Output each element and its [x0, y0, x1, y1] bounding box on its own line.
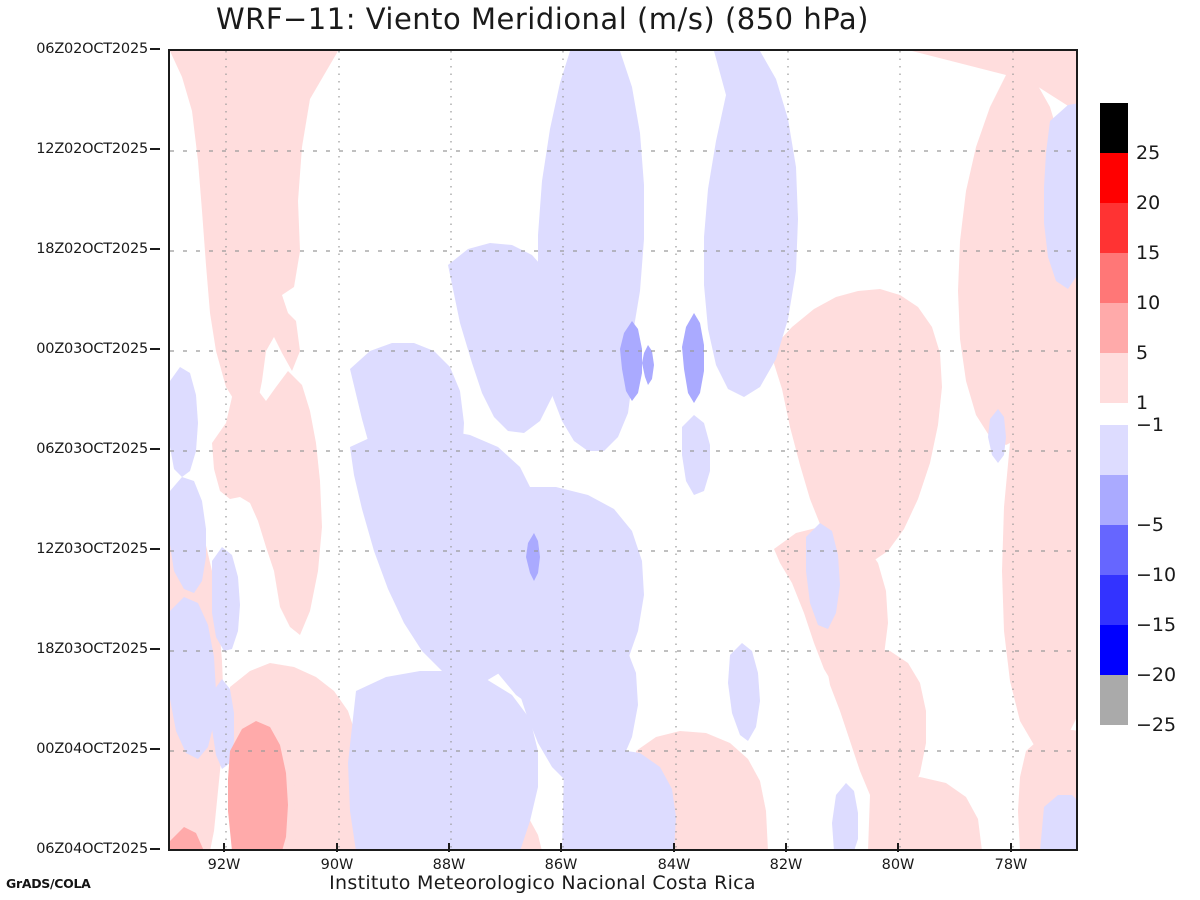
contour-band-positive-5-10 [228, 721, 288, 849]
x-axis-tick-mark [897, 843, 899, 852]
colorbar-tick-label: −15 [1136, 614, 1177, 636]
x-axis-tick-label: 80W [881, 857, 915, 873]
contour-band-negative-1-5 [170, 477, 206, 593]
contour-band-negative-1-5 [728, 643, 760, 741]
contour-band-positive-1-5 [770, 289, 942, 563]
contour-band-negative-5-10 [682, 313, 704, 403]
x-axis-tick-label: 88W [432, 857, 466, 873]
contour-band-positive-1-5 [212, 371, 322, 635]
contour-band-positive-5-10 [170, 827, 204, 849]
y-axis-tick-mark [150, 48, 160, 50]
colorbar-swatch: 20 [1100, 153, 1160, 214]
y-axis-tick-mark [150, 148, 160, 150]
colorbar-tick-label: 1 [1136, 392, 1149, 414]
contour-band-negative-1-5 [832, 783, 858, 849]
x-axis-tick-mark [448, 843, 450, 852]
plot-frame [168, 49, 1078, 851]
colorbar-tick-label: 25 [1136, 142, 1161, 164]
contour-band-negative-1-5 [704, 51, 798, 397]
grads-credit: GrADS/COLA [6, 876, 91, 891]
plot-area [168, 49, 1078, 851]
contour-band-negative-5-10 [620, 321, 642, 401]
y-axis-tick-mark [150, 448, 160, 450]
x-axis-tick-mark [223, 843, 225, 852]
contour-fill-svg [170, 51, 1076, 849]
contour-band-positive-1-5 [170, 51, 338, 411]
colorbar-swatch: 5 [1100, 303, 1148, 364]
contour-band-negative-1-5 [988, 409, 1006, 463]
colorbar-tick-label: 15 [1136, 242, 1161, 264]
contour-band-positive-1-5 [868, 777, 982, 849]
contour-band-negative-1-5 [348, 671, 538, 849]
y-axis-tick-label: 12Z02OCT2025 [36, 141, 148, 157]
colorbar-swatch: 10 [1100, 253, 1160, 314]
y-axis-tick-mark [150, 348, 160, 350]
colorbar-swatch: −1 [1100, 414, 1164, 475]
y-axis-tick-label: 06Z03OCT2025 [36, 441, 148, 457]
y-axis-tick-mark [150, 648, 160, 650]
x-axis-tick-label: 82W [769, 857, 803, 873]
x-axis-tick-label: 84W [657, 857, 691, 873]
colorbar-swatch: −15 [1100, 575, 1176, 636]
colorbar-swatch: 25 [1100, 103, 1160, 164]
colorbar-legend: 25 20 15 10 5 1 −1 −5 −10 −15 −20 −25 [1100, 103, 1176, 736]
colorbar-gap [1100, 403, 1128, 425]
contour-band-negative-1-5 [1044, 103, 1076, 289]
x-axis-tick-mark [785, 843, 787, 852]
x-axis-tick-label: 86W [544, 857, 578, 873]
institute-caption: Instituto Meteorologico Nacional Costa R… [329, 872, 756, 894]
contour-band-negative-1-5 [448, 243, 562, 433]
contour-band-negative-1-5 [170, 367, 198, 477]
contour-band-positive-1-5 [826, 647, 926, 811]
colorbar-swatch: −25 [1100, 675, 1176, 736]
contour-band-negative-1-5 [682, 415, 710, 495]
contour-band-negative-1-5 [562, 749, 676, 849]
colorbar-tick-label: −20 [1136, 664, 1177, 686]
contour-band-negative-5-10 [642, 345, 654, 385]
contour-band-negative-1-5 [806, 523, 840, 629]
colorbar-swatch: −20 [1100, 625, 1176, 686]
y-axis-tick-label: 00Z04OCT2025 [36, 741, 148, 757]
contour-band-negative-1-5 [1040, 795, 1076, 849]
x-axis: 92W 90W 88W 86W 84W 82W 80W 78W [168, 843, 1078, 881]
y-axis-tick-label: 18Z03OCT2025 [36, 641, 148, 657]
colorbar-tick-label: 20 [1136, 192, 1161, 214]
contour-band-negative-1-5 [538, 51, 644, 431]
x-axis-tick-label: 78W [994, 857, 1028, 873]
y-axis-tick-label: 06Z02OCT2025 [36, 41, 148, 57]
x-axis-tick-label: 90W [320, 857, 354, 873]
colorbar-tick-label: −1 [1136, 414, 1165, 436]
y-axis-tick-label: 18Z02OCT2025 [36, 241, 148, 257]
y-axis: 06Z02OCT2025 12Z02OCT2025 18Z02OCT2025 00Z0… [0, 41, 160, 857]
y-axis-tick-label: 00Z03OCT2025 [36, 341, 148, 357]
contour-band-negative-5-10 [526, 533, 540, 581]
colorbar-tick-label: −10 [1136, 564, 1177, 586]
colorbar-tick-label: −25 [1136, 714, 1177, 736]
colorbar-tick-label: 5 [1136, 342, 1149, 364]
colorbar-tick-label: −5 [1136, 514, 1165, 536]
colorbar-swatch: 1 [1100, 353, 1148, 414]
y-axis-tick-mark [150, 748, 160, 750]
y-axis-tick-label: 12Z03OCT2025 [36, 541, 148, 557]
contour-band-positive-1-5 [982, 51, 1076, 751]
x-axis-tick-mark [336, 843, 338, 852]
y-axis-tick-label: 06Z04OCT2025 [36, 841, 148, 857]
page-title: WRF−11: Viento Meridional (m/s) (850 hPa… [216, 2, 869, 36]
y-axis-tick-mark [150, 548, 160, 550]
contour-band-negative-1-5 [502, 617, 638, 789]
y-axis-tick-mark [150, 248, 160, 250]
contour-band-negative-1-5 [170, 597, 216, 759]
x-axis-tick-mark [673, 843, 675, 852]
y-axis-tick-mark [150, 848, 160, 850]
colorbar-swatch: 15 [1100, 203, 1160, 264]
x-axis-tick-mark [560, 843, 562, 852]
colorbar-swatch: −5 [1100, 475, 1164, 536]
x-axis-tick-mark [1010, 843, 1012, 852]
colorbar-swatch: −10 [1100, 525, 1176, 586]
x-axis-tick-label: 92W [207, 857, 241, 873]
colorbar-tick-label: 10 [1136, 292, 1161, 314]
contour-band-negative-1-5 [212, 679, 234, 769]
